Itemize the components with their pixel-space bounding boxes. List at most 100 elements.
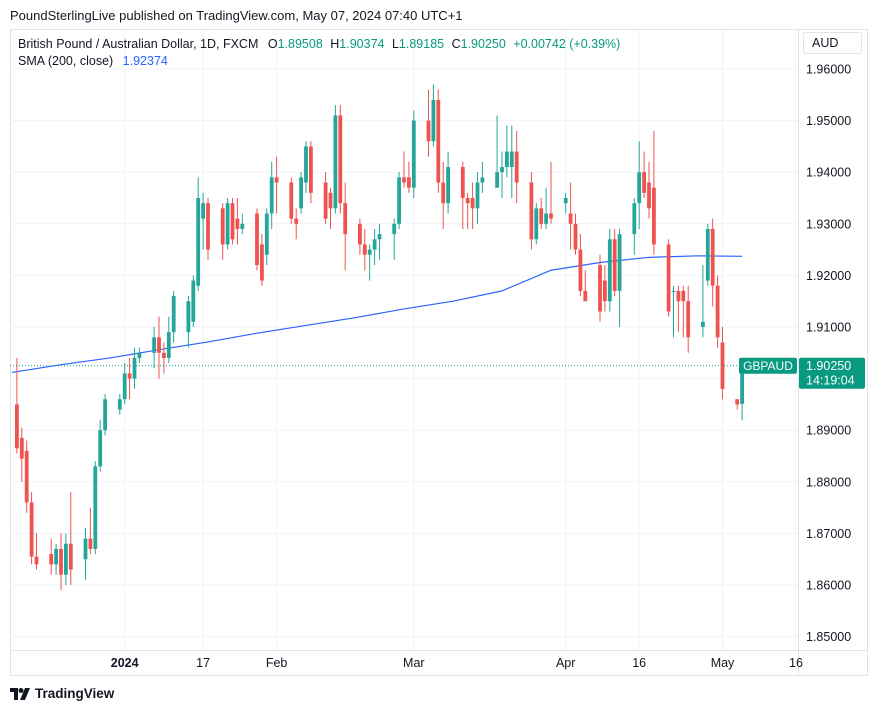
candle <box>171 290 176 343</box>
candle-body <box>676 290 681 302</box>
candle <box>563 192 568 214</box>
price-tick-label: 1.94000 <box>806 166 851 180</box>
candle <box>607 228 612 312</box>
price-axis: 1.96000 1.95000 1.94000 1.93000 1.92000 1.910… <box>806 63 851 645</box>
candle <box>328 187 333 229</box>
candle-body <box>157 337 161 353</box>
candle-body <box>294 218 299 224</box>
candle <box>132 347 137 389</box>
candle-body <box>539 208 544 224</box>
price-tick-label: 1.92000 <box>806 269 851 283</box>
candle <box>289 177 294 224</box>
candle <box>274 156 279 214</box>
candle-body <box>647 182 651 209</box>
candle-body <box>529 182 534 240</box>
tradingview-brand[interactable]: TradingView <box>10 686 114 701</box>
candle-body <box>534 208 539 240</box>
candle <box>333 105 338 214</box>
legend-row-main: British Pound / Australian Dollar, 1D, F… <box>18 36 620 53</box>
candle-body <box>372 239 377 250</box>
price-tick-label: 1.93000 <box>806 217 851 231</box>
candle-body <box>710 228 715 286</box>
candle-body <box>642 172 646 193</box>
candle <box>338 105 343 214</box>
candle <box>299 172 303 214</box>
candle-body <box>343 203 348 235</box>
candle-body <box>191 280 196 322</box>
candle-body <box>583 290 588 302</box>
currency-button[interactable]: AUD <box>803 32 862 54</box>
candle-body <box>83 538 88 560</box>
candle-body <box>274 177 279 183</box>
candle <box>465 192 470 229</box>
candle-body <box>34 556 39 565</box>
candle-body <box>377 234 382 240</box>
candle <box>460 161 465 229</box>
candle-body <box>255 213 259 266</box>
candle <box>544 187 548 229</box>
candle-body <box>705 228 710 281</box>
candle <box>402 151 406 188</box>
candle <box>617 228 622 327</box>
candle-body <box>715 285 720 338</box>
candle-body <box>735 399 740 405</box>
candle-body <box>603 280 607 302</box>
candle <box>603 265 607 312</box>
candle-body <box>607 239 612 302</box>
candle <box>230 198 235 245</box>
candle <box>720 327 725 400</box>
brand-name: TradingView <box>35 686 115 701</box>
price-tick-label: 1.88000 <box>806 475 851 489</box>
candle-body <box>740 365 744 404</box>
candle-body <box>568 213 573 224</box>
candle-body <box>93 466 98 549</box>
candle-body <box>509 151 514 168</box>
candle-body <box>64 543 68 575</box>
candle <box>235 198 240 245</box>
candle-body <box>495 172 499 188</box>
price-badge <box>799 357 865 389</box>
candle <box>152 327 156 369</box>
candle-body <box>426 120 431 142</box>
candle <box>49 538 54 575</box>
legend-row-sma[interactable]: SMA (200, close) 1.92374 <box>18 53 620 70</box>
candle <box>377 223 382 260</box>
candle <box>122 363 127 405</box>
legend-open: O1.89508 <box>267 37 323 51</box>
candle-body <box>225 203 230 245</box>
candle-body <box>171 296 176 333</box>
candle <box>201 192 205 250</box>
candle <box>529 172 534 250</box>
candle <box>475 172 480 224</box>
candle-body <box>59 548 63 575</box>
candle <box>255 208 259 271</box>
candle <box>166 316 171 364</box>
candle-body <box>544 213 548 224</box>
candle-body <box>465 198 470 204</box>
time-tick-label: 16 <box>632 656 646 670</box>
candle <box>264 208 269 266</box>
candle-body <box>220 208 225 245</box>
candle-body <box>480 177 485 183</box>
candle <box>68 492 73 585</box>
candle <box>269 161 274 229</box>
candle <box>666 239 671 317</box>
candle <box>309 141 313 204</box>
candle-body <box>563 198 568 204</box>
legend-symbol: British Pound / Australian Dollar, 1D, F… <box>18 37 259 51</box>
countdown-label: 14:19:04 <box>806 374 855 388</box>
time-tick-label: May <box>711 656 735 670</box>
price-tick-label: 1.86000 <box>806 579 851 593</box>
time-tick-label: Mar <box>403 656 425 670</box>
candle-body <box>431 99 436 142</box>
candle-body <box>436 99 441 183</box>
time-tick-label: Feb <box>266 656 288 670</box>
candles-layer <box>15 84 744 591</box>
candle <box>715 275 720 348</box>
candle <box>500 151 504 198</box>
candle-body <box>500 167 504 173</box>
tradingview-logo-icon <box>10 687 30 700</box>
sma-label: SMA (200, close) <box>18 54 114 68</box>
